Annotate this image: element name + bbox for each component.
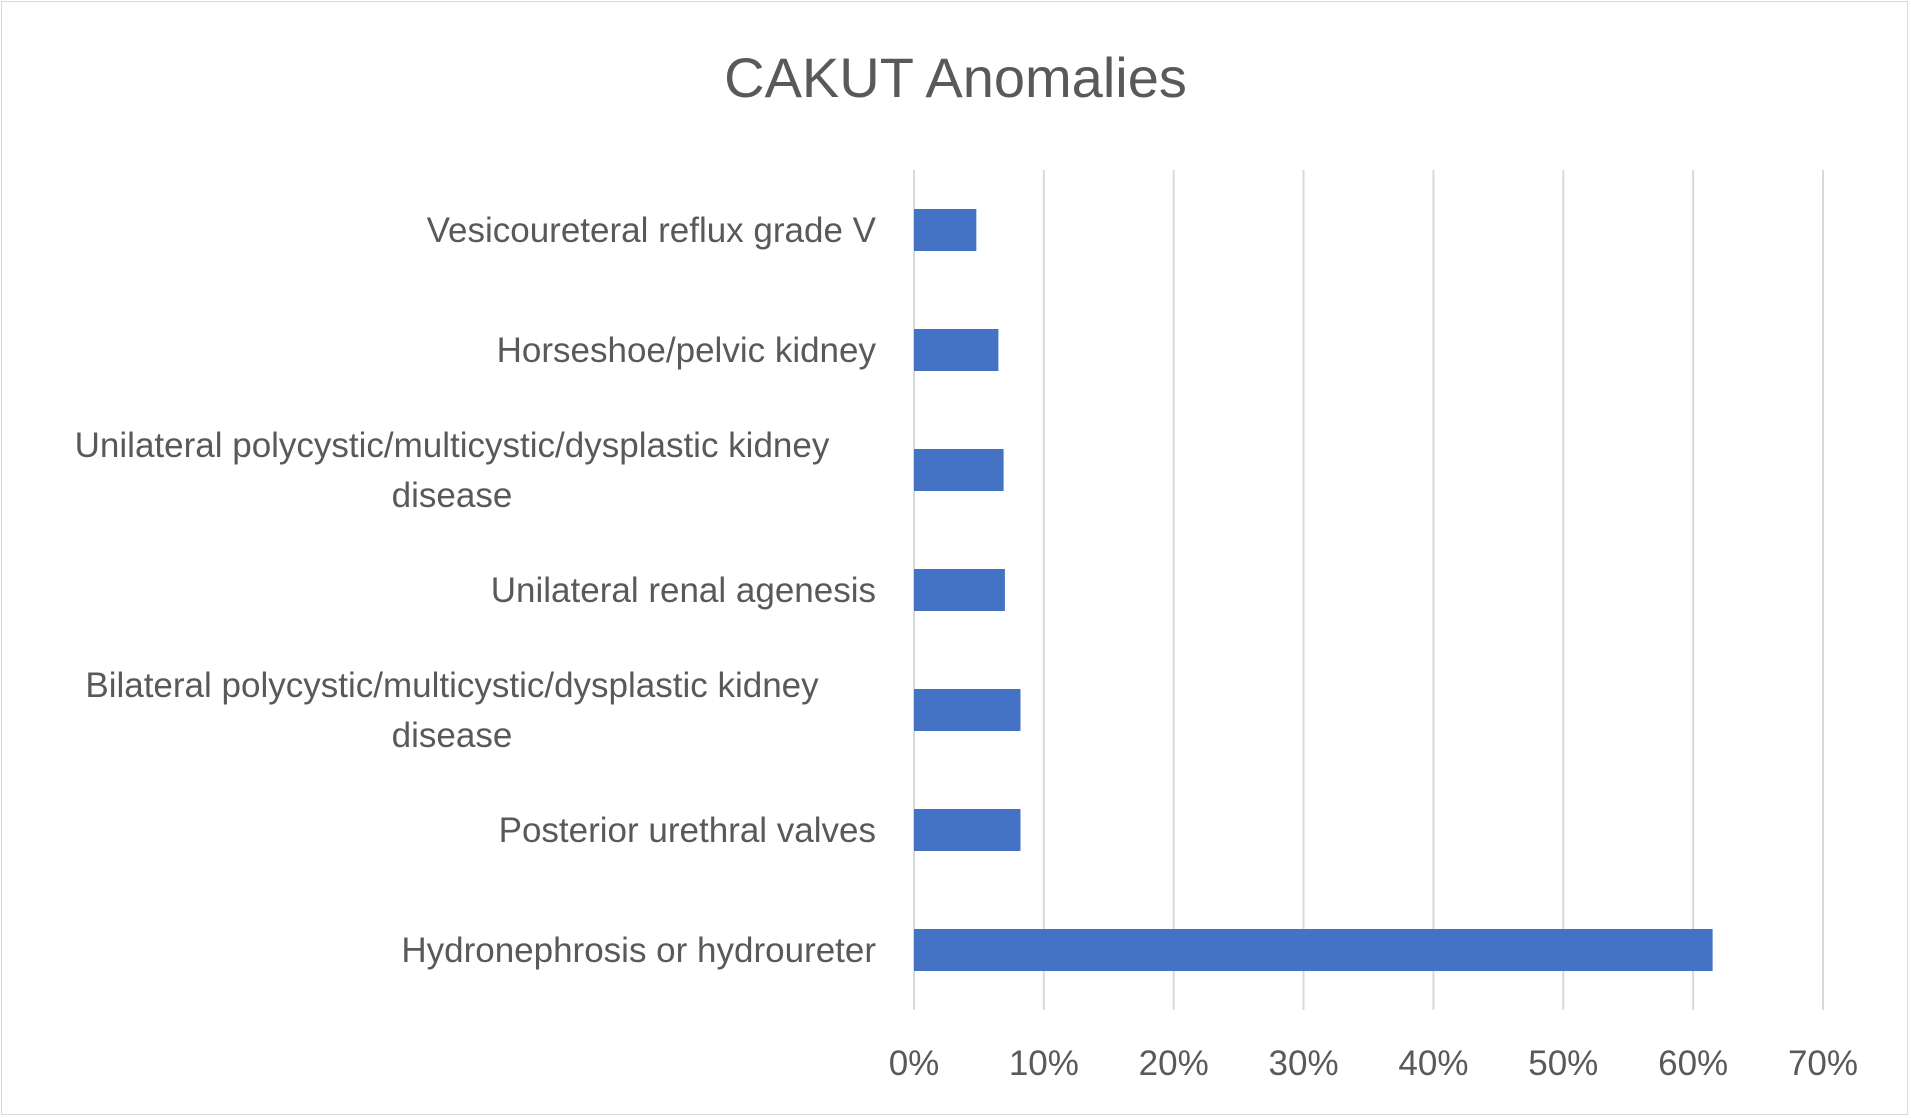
x-tick-label: 60% [1658, 1044, 1728, 1083]
x-tick-label: 70% [1788, 1044, 1858, 1083]
category-label: Vesicoureteral reflux grade V [427, 211, 877, 250]
x-tick-label: 30% [1269, 1044, 1339, 1083]
bar [914, 329, 999, 371]
gridlines [913, 170, 1824, 1010]
category-label-line: Posterior urethral valves [499, 811, 876, 850]
category-label-line: disease [392, 476, 513, 515]
category-label-line: Unilateral polycystic/multicystic/dyspla… [75, 426, 830, 465]
category-label: Unilateral polycystic/multicystic/dyspla… [75, 426, 830, 515]
bar [914, 809, 1021, 851]
category-label-line: disease [392, 716, 513, 755]
category-label: Unilateral renal agenesis [491, 571, 876, 610]
category-label-line: Bilateral polycystic/multicystic/dysplas… [85, 666, 819, 705]
x-axis-tick-labels: 0% 10% 20% 30% 40% 50% 60% 70% [889, 1044, 1858, 1083]
x-tick-label: 10% [1009, 1044, 1079, 1083]
category-label-line: Hydronephrosis or hydroureter [401, 931, 876, 970]
bars [914, 209, 1713, 971]
bar [914, 929, 1713, 971]
bar [914, 209, 977, 251]
x-tick-label: 20% [1139, 1044, 1209, 1083]
bar [914, 569, 1005, 611]
category-label-line: Unilateral renal agenesis [491, 571, 876, 610]
x-tick-label: 0% [889, 1044, 940, 1083]
x-tick-label: 40% [1398, 1044, 1468, 1083]
x-tick-label: 50% [1528, 1044, 1598, 1083]
category-label-line: Vesicoureteral reflux grade V [427, 211, 877, 250]
bar [914, 449, 1004, 491]
category-label: Hydronephrosis or hydroureter [401, 931, 876, 970]
category-label-line: Horseshoe/pelvic kidney [497, 331, 877, 370]
category-label: Posterior urethral valves [499, 811, 876, 850]
category-label: Bilateral polycystic/multicystic/dysplas… [85, 666, 819, 755]
category-label: Horseshoe/pelvic kidney [497, 331, 877, 370]
bar [914, 689, 1021, 731]
category-labels: Vesicoureteral reflux grade V Horseshoe/p… [75, 211, 877, 970]
chart-title: CAKUT Anomalies [724, 46, 1187, 109]
